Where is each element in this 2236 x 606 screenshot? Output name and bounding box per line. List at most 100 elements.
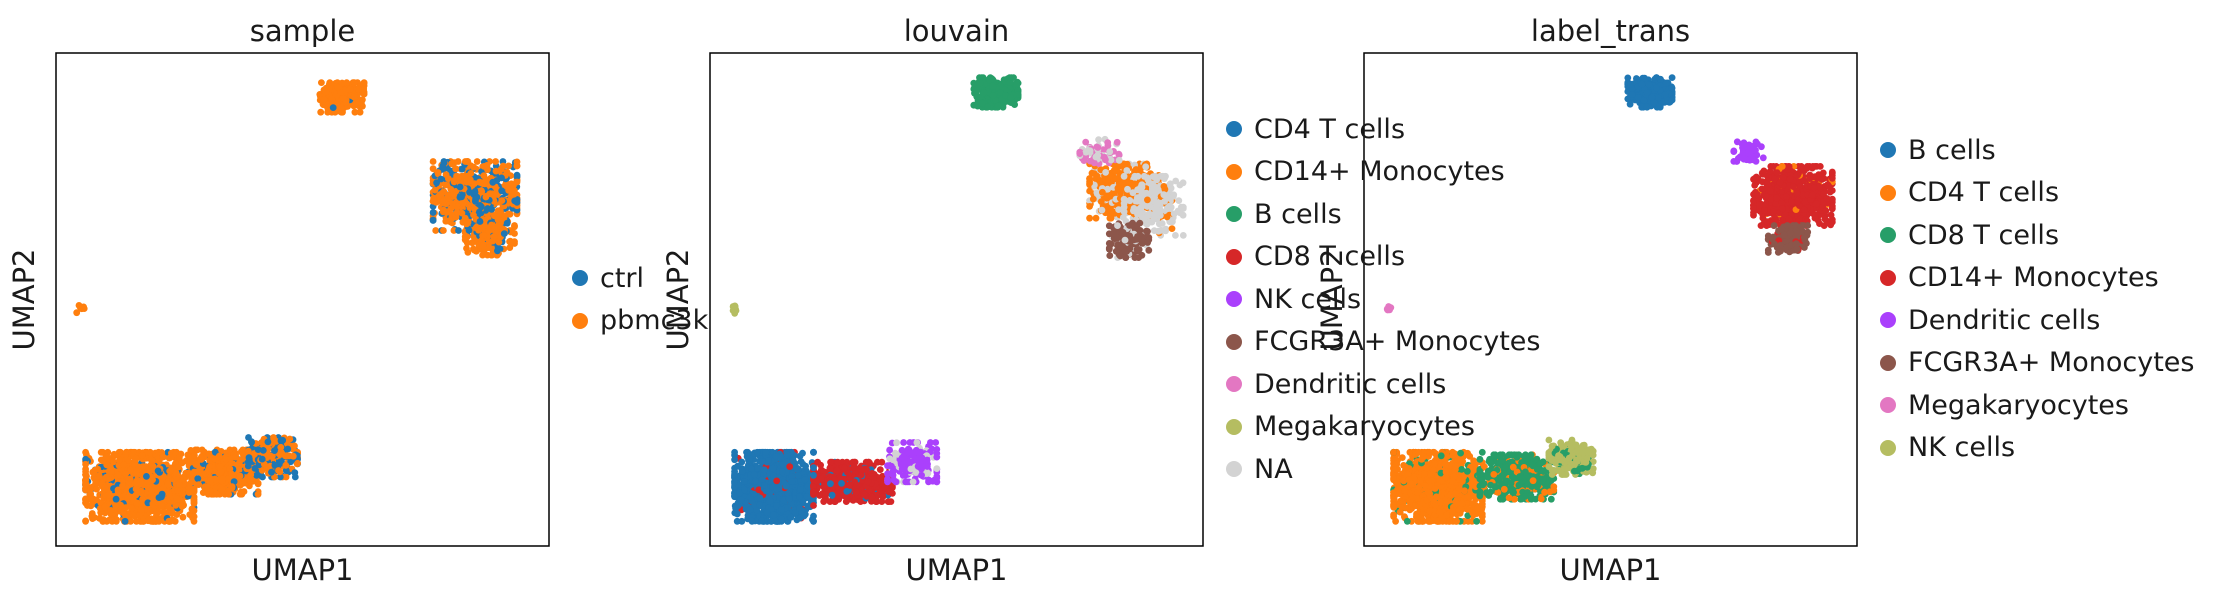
data-point bbox=[133, 479, 140, 487]
data-point bbox=[1155, 220, 1163, 228]
data-point bbox=[235, 459, 243, 467]
data-point bbox=[1126, 222, 1133, 229]
data-point bbox=[463, 245, 470, 252]
y-axis-label: UMAP2 bbox=[7, 248, 41, 350]
data-point bbox=[1126, 197, 1134, 204]
scatter-points bbox=[729, 74, 1187, 525]
data-point bbox=[1092, 214, 1100, 222]
data-point bbox=[1151, 172, 1159, 180]
data-point bbox=[492, 167, 500, 175]
data-point bbox=[1086, 203, 1093, 210]
data-point bbox=[482, 193, 490, 201]
data-point bbox=[1006, 74, 1013, 81]
data-point bbox=[463, 158, 471, 165]
data-point bbox=[322, 88, 330, 96]
data-point bbox=[1101, 153, 1108, 161]
data-point bbox=[326, 79, 334, 86]
data-point bbox=[190, 513, 198, 521]
data-point bbox=[120, 461, 128, 469]
data-point bbox=[1151, 194, 1158, 202]
data-point bbox=[355, 85, 362, 93]
data-point bbox=[254, 490, 262, 498]
data-point bbox=[458, 193, 465, 201]
data-point bbox=[804, 502, 812, 510]
data-point bbox=[478, 203, 485, 211]
data-point bbox=[216, 463, 224, 471]
data-point bbox=[473, 193, 481, 201]
data-point bbox=[986, 76, 994, 84]
data-point bbox=[456, 183, 464, 191]
data-point bbox=[218, 485, 226, 493]
data-point bbox=[245, 454, 253, 461]
data-point bbox=[461, 214, 469, 222]
data-point bbox=[989, 92, 997, 100]
data-point bbox=[511, 223, 518, 231]
data-point bbox=[291, 442, 298, 450]
data-point bbox=[237, 488, 245, 496]
data-point bbox=[179, 490, 187, 498]
data-point bbox=[1114, 234, 1121, 242]
data-point bbox=[731, 302, 739, 310]
data-point bbox=[471, 188, 479, 196]
panel-title: sample bbox=[250, 14, 355, 48]
data-point bbox=[476, 178, 484, 186]
data-point bbox=[1113, 138, 1121, 146]
data-point bbox=[169, 516, 177, 524]
data-point bbox=[1099, 188, 1106, 196]
data-point bbox=[146, 448, 154, 456]
data-point bbox=[511, 230, 518, 237]
data-point bbox=[1134, 194, 1141, 202]
data-point bbox=[270, 434, 277, 441]
data-point bbox=[1119, 229, 1127, 236]
data-point bbox=[429, 209, 437, 216]
data-point bbox=[1168, 225, 1176, 233]
data-point bbox=[1161, 198, 1168, 205]
data-point bbox=[291, 469, 299, 477]
data-point bbox=[440, 227, 447, 234]
data-point bbox=[1137, 204, 1144, 212]
data-point bbox=[204, 487, 211, 495]
data-point bbox=[970, 79, 978, 87]
data-point bbox=[222, 456, 230, 463]
data-point bbox=[228, 470, 235, 478]
data-point bbox=[105, 491, 113, 499]
data-point bbox=[211, 455, 219, 463]
data-point bbox=[1140, 172, 1148, 180]
data-point bbox=[277, 449, 285, 456]
data-point bbox=[205, 467, 213, 475]
data-point bbox=[505, 162, 512, 170]
data-point bbox=[236, 472, 244, 480]
data-point bbox=[82, 517, 89, 525]
data-point bbox=[1163, 213, 1171, 221]
data-point bbox=[455, 227, 462, 234]
data-point bbox=[733, 510, 741, 518]
data-point bbox=[179, 513, 187, 521]
scatter-points bbox=[73, 79, 521, 525]
data-point bbox=[442, 217, 450, 225]
data-point bbox=[82, 460, 89, 468]
data-point bbox=[356, 108, 364, 116]
data-point bbox=[466, 176, 474, 184]
data-point bbox=[110, 450, 118, 458]
data-point bbox=[480, 232, 488, 239]
data-point bbox=[121, 517, 129, 525]
data-point bbox=[440, 206, 447, 214]
data-point bbox=[506, 244, 514, 252]
data-point bbox=[1122, 254, 1130, 261]
data-point bbox=[513, 171, 521, 179]
data-point bbox=[490, 233, 498, 240]
data-point bbox=[453, 172, 460, 180]
data-point bbox=[458, 165, 466, 173]
data-point bbox=[167, 510, 175, 517]
data-point bbox=[429, 216, 437, 224]
data-point bbox=[471, 246, 478, 254]
data-point bbox=[498, 187, 506, 195]
data-point bbox=[99, 516, 107, 523]
data-point bbox=[271, 447, 278, 454]
data-point bbox=[1134, 172, 1142, 180]
data-point bbox=[143, 473, 150, 480]
data-point bbox=[91, 514, 98, 521]
data-point bbox=[999, 103, 1007, 111]
